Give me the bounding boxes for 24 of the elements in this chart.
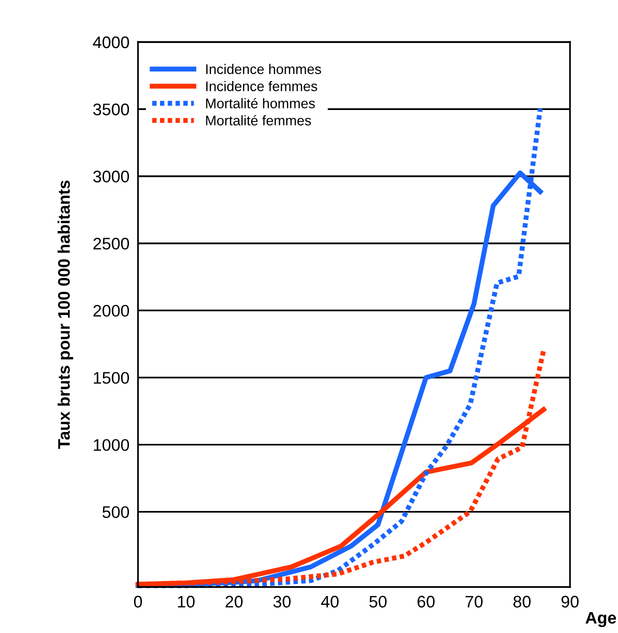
legend-label: Incidence hommes bbox=[206, 64, 322, 74]
y-tick-label: 2500 bbox=[93, 238, 130, 250]
y-tick-label: 1500 bbox=[94, 372, 130, 384]
y-axis-title: Taux bruts pour 100 000 habitants bbox=[58, 180, 74, 449]
y-tick-label: 500 bbox=[102, 506, 130, 518]
x-tick-label: 20 bbox=[226, 596, 243, 608]
legend-label: Mortalité femmes bbox=[206, 115, 311, 126]
x-tick-label: 80 bbox=[513, 596, 531, 608]
x-axis-title: Age bbox=[586, 612, 616, 628]
x-tick-label: 0 bbox=[134, 596, 142, 608]
legend-label: Incidence femmes bbox=[206, 81, 318, 92]
x-tick-label: 10 bbox=[178, 596, 195, 608]
x-tick-label: 40 bbox=[321, 596, 339, 608]
legend-label: Mortalité hommes bbox=[206, 98, 315, 108]
y-tick-label: 3000 bbox=[93, 170, 130, 182]
x-tick-label: 90 bbox=[562, 596, 579, 608]
y-tick-label: 3500 bbox=[93, 104, 130, 116]
y-tick-label: 4000 bbox=[92, 36, 130, 48]
x-tick-label: 70 bbox=[466, 596, 483, 608]
y-tick-label: 2000 bbox=[93, 304, 130, 317]
x-tick-label: 50 bbox=[369, 596, 387, 608]
y-tick-label: 1000 bbox=[94, 439, 130, 451]
x-tick-label: 30 bbox=[273, 596, 291, 608]
x-tick-label: 60 bbox=[418, 596, 435, 608]
